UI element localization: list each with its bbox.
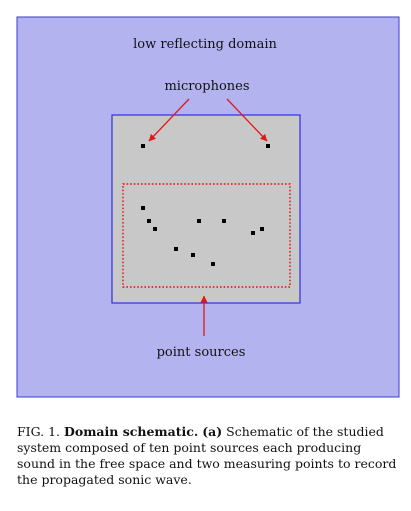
figure-caption: FIG. 1. Domain schematic. (a) Schematic … [17, 424, 401, 488]
source-point [251, 231, 255, 235]
source-point [197, 219, 201, 223]
caption-prefix: FIG. 1. [17, 424, 60, 439]
source-point [153, 227, 157, 231]
caption-panel: (a) [202, 424, 222, 439]
point-sources-label: point sources [157, 345, 246, 360]
source-point [141, 206, 145, 210]
outer-domain-label: low reflecting domain [133, 37, 277, 52]
inner-domain [112, 115, 300, 303]
domain-schematic-figure: low reflecting domain microphones point … [0, 0, 411, 411]
microphone-point [266, 144, 270, 148]
source-point [211, 262, 215, 266]
microphone-point [141, 144, 145, 148]
microphones-label: microphones [164, 79, 249, 94]
source-point [191, 253, 195, 257]
source-point [147, 219, 151, 223]
source-point [174, 247, 178, 251]
source-point [222, 219, 226, 223]
caption-title: Domain schematic. [64, 424, 198, 439]
source-point [260, 227, 264, 231]
